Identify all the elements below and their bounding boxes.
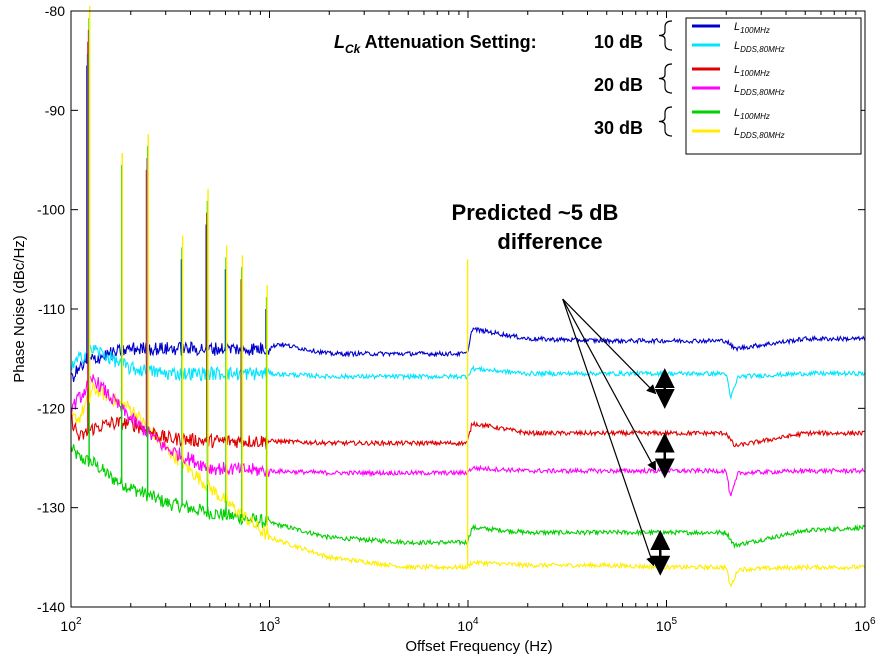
legend-brace-0 [658, 20, 673, 51]
legend-label-base: L [734, 40, 740, 52]
y-tick-label: -80 [45, 3, 65, 19]
x-tick-exponent: 6 [870, 616, 876, 627]
x-tick-label: 102 [60, 616, 82, 634]
legend-label-base: L [734, 126, 740, 138]
legend-group-20db: 20 dB [594, 75, 643, 95]
x-tick-exponent: 4 [473, 616, 479, 627]
heading-L: L [334, 32, 345, 52]
annotation-group: Predicted ~5 dB difference [452, 200, 675, 576]
y-tick-label: -110 [38, 301, 65, 317]
legend-label-subscript: 100MHz [740, 69, 770, 78]
legend-label-subscript: DDS,80MHz [740, 88, 784, 97]
legend-label-subscript: 100MHz [740, 112, 770, 121]
x-axis-label: Offset Frequency (Hz) [405, 638, 552, 655]
annotation-line-2: difference [497, 229, 602, 254]
x-tick-base: 10 [854, 618, 870, 634]
legend: LCk Attenuation Setting: 10 dB 20 dB 30 … [334, 17, 862, 155]
x-tick-label: 104 [457, 616, 479, 634]
legend-label-4: L100MHz [734, 107, 770, 121]
x-tick-exponent: 3 [275, 616, 281, 627]
x-tick-label: 103 [259, 616, 281, 634]
x-tick-label: 106 [854, 616, 876, 634]
legend-label-base: L [734, 107, 740, 119]
x-tick-exponent: 5 [672, 616, 678, 627]
legend-group-30db: 30 dB [594, 118, 643, 138]
heading-rest: Attenuation Setting: [360, 32, 536, 52]
x-tick-base: 10 [656, 618, 672, 634]
legend-label-subscript: DDS,80MHz [740, 131, 784, 140]
x-tick-base: 10 [457, 618, 473, 634]
legend-label-subscript: 100MHz [740, 26, 770, 35]
y-tick-label: -120 [37, 400, 65, 416]
legend-brace-1 [658, 63, 673, 94]
annotation-line-1: Predicted ~5 dB [452, 200, 619, 225]
legend-brace-2 [658, 106, 673, 137]
series-layer [70, 6, 866, 588]
legend-label-3: LDDS,80MHz [734, 83, 785, 97]
legend-label-5: LDDS,80MHz [734, 126, 785, 140]
legend-group-10db: 10 dB [594, 32, 643, 52]
annotation-arrow-0 [562, 298, 657, 395]
legend-label-0: L100MHz [734, 21, 770, 35]
y-tick-label: -130 [37, 500, 65, 516]
axis-ticks: 102 103 104 105 106-80-90-100-110-120-130-14… [37, 3, 876, 634]
legend-label-base: L [734, 21, 740, 33]
annotation-arrow-1 [562, 298, 657, 471]
attenuation-heading: LCk Attenuation Setting: [334, 32, 537, 56]
x-tick-base: 10 [259, 618, 275, 634]
x-tick-exponent: 2 [76, 616, 82, 627]
y-tick-label: -100 [37, 202, 65, 218]
legend-label-2: L100MHz [734, 64, 770, 78]
y-axis-label: Phase Noise (dBc/Hz) [11, 235, 28, 383]
x-tick-label: 105 [656, 616, 678, 634]
annotation-arrow-2 [562, 298, 656, 567]
heading-subscript: Ck [345, 42, 362, 56]
y-tick-label: -90 [45, 102, 65, 118]
legend-label-subscript: DDS,80MHz [740, 45, 784, 54]
legend-label-base: L [734, 64, 740, 76]
legend-label-1: LDDS,80MHz [734, 40, 785, 54]
x-tick-base: 10 [60, 618, 76, 634]
y-tick-label: -140 [37, 599, 65, 615]
legend-label-base: L [734, 83, 740, 95]
